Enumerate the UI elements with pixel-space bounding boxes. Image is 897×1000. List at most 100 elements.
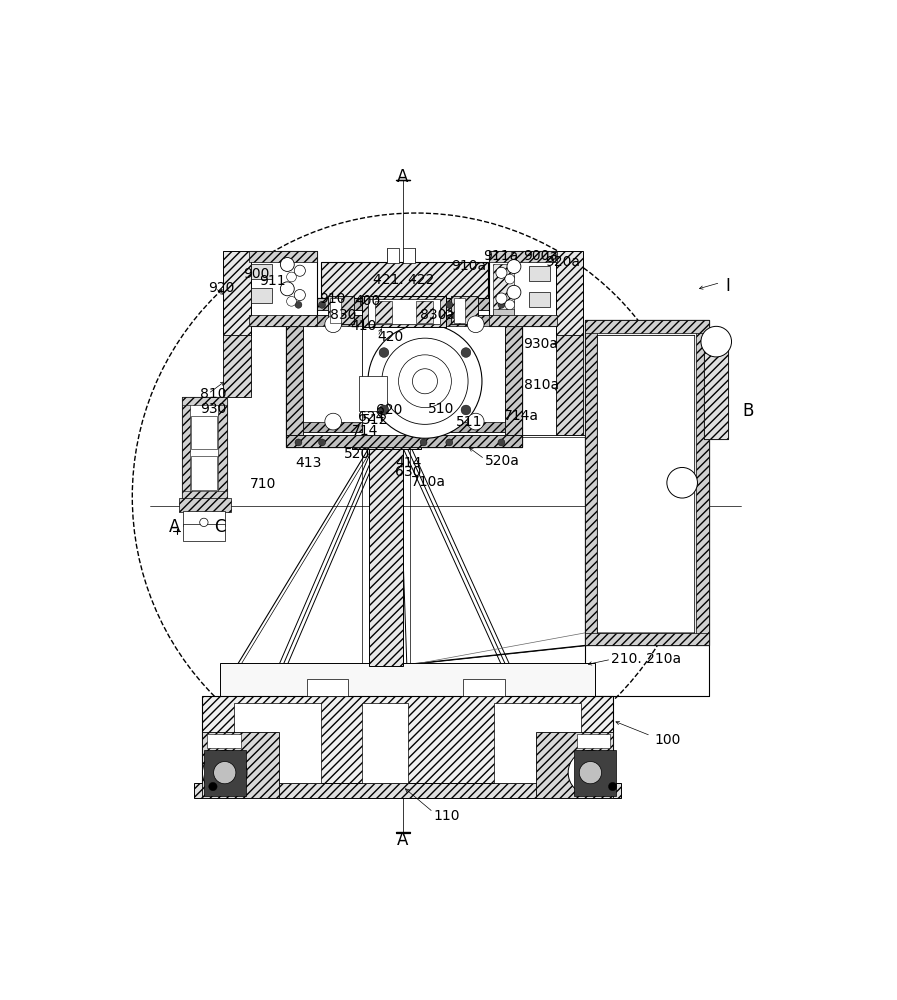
Bar <box>451 296 478 324</box>
Text: 400: 400 <box>354 294 380 308</box>
Circle shape <box>295 301 302 308</box>
Circle shape <box>446 439 453 446</box>
Bar <box>555 251 583 337</box>
Text: 630: 630 <box>395 465 422 479</box>
Bar <box>574 750 616 796</box>
Circle shape <box>295 439 302 446</box>
Bar <box>494 703 581 783</box>
Bar <box>251 264 272 279</box>
Text: 512: 512 <box>362 413 388 427</box>
Bar <box>446 315 505 432</box>
Bar <box>286 298 522 447</box>
Bar <box>181 397 227 405</box>
Bar <box>505 310 522 435</box>
Bar <box>203 732 279 798</box>
Text: 714: 714 <box>352 424 379 438</box>
Bar <box>181 397 227 499</box>
Circle shape <box>294 265 305 276</box>
Circle shape <box>579 762 602 784</box>
Circle shape <box>505 274 515 284</box>
Bar <box>585 320 709 645</box>
Bar <box>446 422 505 432</box>
Bar <box>362 296 446 327</box>
Circle shape <box>420 301 427 308</box>
Text: B: B <box>743 402 753 420</box>
Text: 511: 511 <box>456 415 482 429</box>
Bar <box>454 298 465 323</box>
Text: 830: 830 <box>330 308 356 322</box>
Circle shape <box>318 439 326 446</box>
Text: A: A <box>397 831 408 849</box>
Text: C: C <box>214 518 226 536</box>
Circle shape <box>368 324 482 438</box>
Circle shape <box>666 467 698 498</box>
Circle shape <box>608 782 617 791</box>
Bar <box>191 416 217 449</box>
Bar <box>359 376 387 411</box>
Bar <box>555 335 583 435</box>
Bar <box>330 298 341 323</box>
Text: 911a: 911a <box>483 249 518 263</box>
Circle shape <box>287 272 296 282</box>
Circle shape <box>461 405 471 415</box>
Text: 910a: 910a <box>450 259 486 273</box>
Bar <box>234 703 320 783</box>
Text: 110: 110 <box>433 809 460 823</box>
Bar <box>249 315 318 326</box>
Circle shape <box>203 750 247 795</box>
Bar <box>194 783 621 798</box>
Text: 520: 520 <box>344 447 370 461</box>
Bar <box>704 342 728 439</box>
Text: 710: 710 <box>249 477 276 491</box>
Bar <box>577 734 610 748</box>
Bar <box>191 456 217 490</box>
Bar <box>303 315 362 326</box>
Text: 930: 930 <box>200 402 226 416</box>
Circle shape <box>379 405 388 415</box>
Text: 830a: 830a <box>420 308 455 322</box>
Text: 100: 100 <box>654 733 681 747</box>
Circle shape <box>294 289 305 301</box>
Bar <box>207 734 240 748</box>
Text: 410: 410 <box>350 319 376 333</box>
Circle shape <box>281 258 294 271</box>
Bar <box>585 320 709 333</box>
Bar <box>219 397 227 499</box>
Circle shape <box>467 413 484 430</box>
Bar <box>446 315 505 326</box>
Bar <box>307 679 348 696</box>
Circle shape <box>213 762 236 784</box>
Bar <box>286 310 303 435</box>
Text: 620: 620 <box>377 403 403 417</box>
Bar <box>585 320 597 645</box>
Bar <box>286 435 522 447</box>
Bar <box>368 299 440 324</box>
Text: 413: 413 <box>295 456 321 470</box>
Text: 210. 210a: 210. 210a <box>611 652 682 666</box>
Circle shape <box>398 355 451 408</box>
Bar <box>183 511 225 526</box>
Bar <box>223 251 251 337</box>
Text: 900: 900 <box>243 267 269 281</box>
Text: 910: 910 <box>319 292 345 306</box>
Bar <box>370 447 403 666</box>
Text: 810a: 810a <box>525 378 560 392</box>
Text: 920: 920 <box>208 281 234 295</box>
Bar <box>251 288 272 303</box>
Text: 911: 911 <box>259 274 286 288</box>
Circle shape <box>505 300 515 310</box>
Text: 520a: 520a <box>484 454 519 468</box>
Bar <box>303 315 362 432</box>
Bar <box>493 264 514 315</box>
Bar <box>403 248 415 263</box>
Text: 710a: 710a <box>411 475 446 489</box>
Circle shape <box>413 369 438 394</box>
Bar <box>416 301 433 323</box>
Bar <box>181 491 227 499</box>
Bar <box>362 703 407 783</box>
Text: A: A <box>169 518 180 536</box>
Bar <box>704 342 728 439</box>
Circle shape <box>325 316 342 333</box>
Text: A: A <box>397 168 408 186</box>
Bar <box>463 679 505 696</box>
